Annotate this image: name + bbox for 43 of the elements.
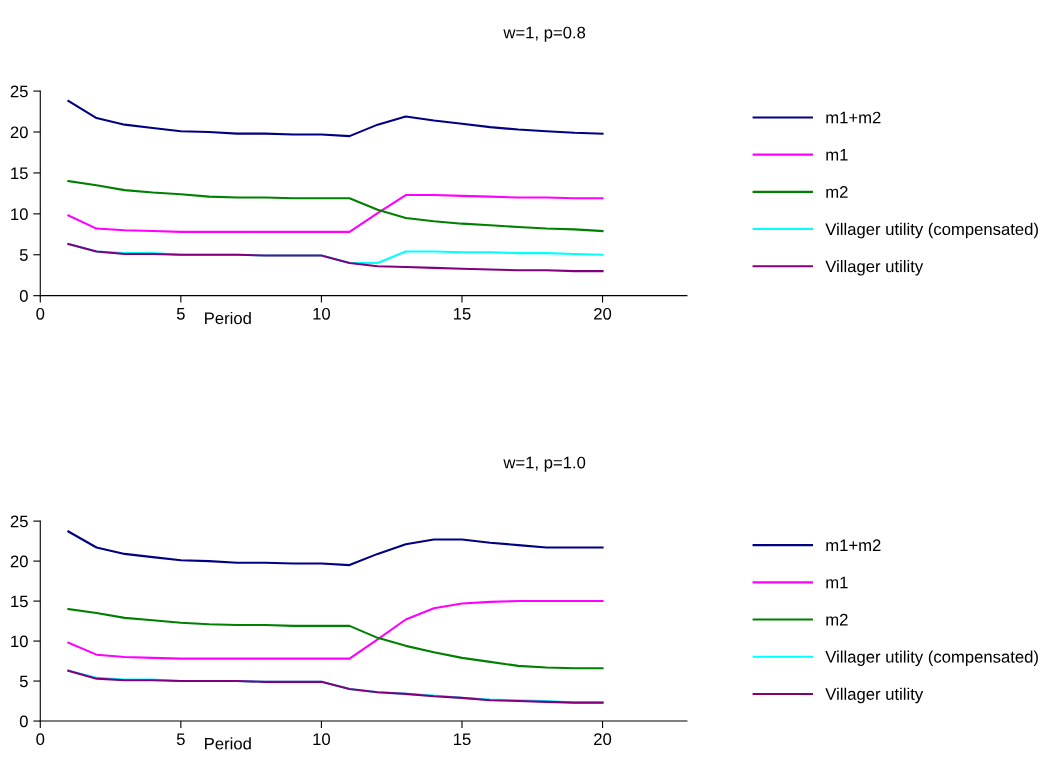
legend-label: Villager utility — [825, 687, 924, 704]
line-series — [67, 193, 604, 233]
x-axis-title: Period — [205, 311, 251, 325]
x-tick-label: 0 — [36, 733, 45, 746]
legend-label: m2 — [826, 613, 848, 626]
y-tick-label: 15 — [11, 595, 28, 608]
y-tick-label: 15 — [11, 167, 28, 180]
line-series — [67, 99, 604, 138]
y-tick-label: 10 — [11, 635, 28, 648]
y-tick-label: 25 — [10, 515, 28, 528]
legend-label: m1+m2 — [826, 111, 881, 124]
line-series — [67, 243, 604, 273]
legend-label: m2 — [826, 186, 848, 198]
x-tick-label: 0 — [36, 307, 45, 320]
x-tick-label: 15 — [453, 733, 471, 746]
legend-label: Villager utility — [825, 260, 924, 276]
chart-title: w=1, p=1.0 — [503, 456, 586, 472]
y-tick-label: 5 — [19, 249, 28, 261]
legend-label: m1 — [826, 149, 848, 161]
x-tick-label: 20 — [594, 307, 612, 320]
y-tick-label: 0 — [19, 715, 28, 728]
chart-title: w=1, p=0.8 — [503, 26, 586, 42]
legend-label: m1 — [826, 576, 848, 589]
y-tick-label: 20 — [10, 555, 28, 568]
line-series — [67, 608, 604, 670]
line-series — [67, 600, 604, 660]
y-tick-label: 20 — [10, 126, 28, 139]
x-tick-label: 10 — [313, 307, 331, 320]
y-tick-label: 10 — [11, 208, 28, 221]
x-tick-label: 15 — [453, 308, 471, 320]
y-tick-label: 0 — [19, 290, 28, 302]
x-tick-label: 10 — [313, 733, 331, 746]
y-tick-label: 25 — [10, 85, 28, 98]
legend-label: Villager utility (compensated) — [825, 222, 1038, 239]
legend-label: Villager utility (compensated) — [825, 650, 1038, 667]
legend-label: m1+m2 — [826, 539, 881, 551]
x-tick-label: 5 — [176, 733, 185, 746]
x-axis-title: Period — [205, 737, 251, 750]
x-tick-label: 20 — [594, 733, 612, 746]
y-tick-label: 5 — [19, 675, 28, 688]
line-series — [67, 530, 604, 567]
x-tick-label: 5 — [176, 308, 185, 320]
line-series — [67, 180, 604, 233]
